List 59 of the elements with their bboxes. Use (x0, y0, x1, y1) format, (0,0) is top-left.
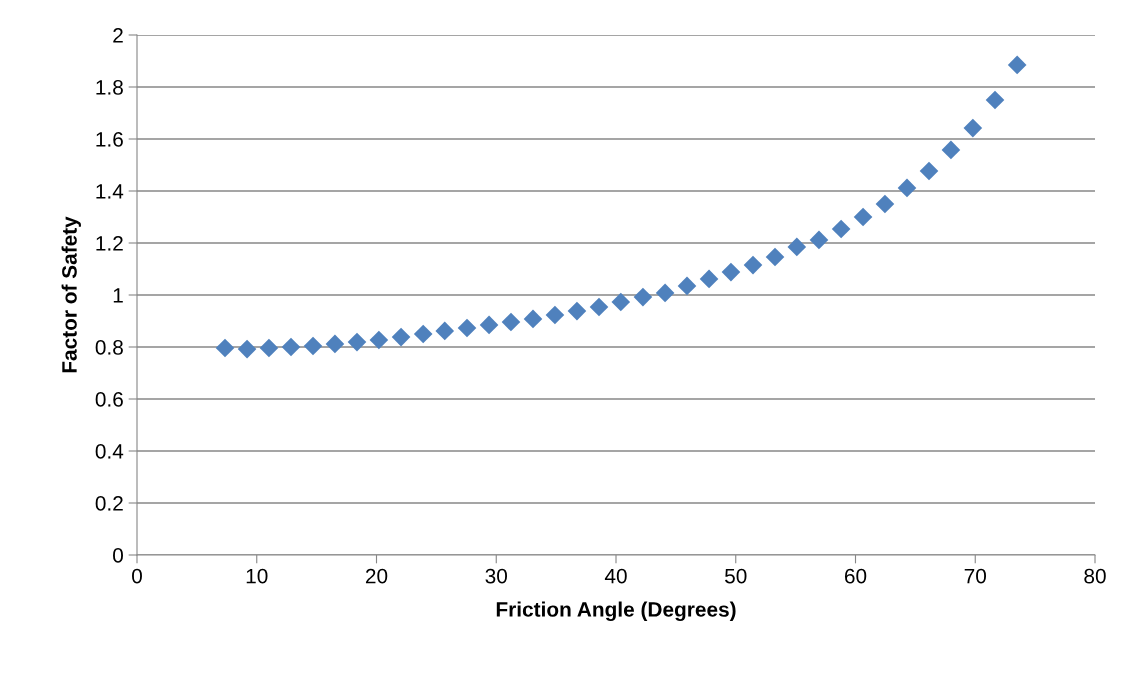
y-tick-label: 0 (113, 548, 123, 563)
point (985, 90, 1005, 110)
x-tick-label: 20 (365, 568, 388, 584)
point (633, 287, 653, 307)
point (215, 338, 235, 358)
point (765, 247, 785, 267)
point (831, 219, 851, 239)
point (413, 324, 433, 344)
point (919, 161, 939, 181)
point (347, 332, 367, 352)
point (853, 207, 873, 227)
point (1007, 55, 1027, 75)
y-tick-label: 1.4 (96, 184, 124, 199)
y-axis-title: Factor of Safety (61, 216, 81, 373)
point (787, 237, 807, 257)
point (435, 321, 455, 341)
point (875, 194, 895, 214)
y-tick-label: 1.2 (96, 236, 123, 251)
point (479, 315, 499, 335)
point (545, 305, 565, 325)
point (281, 337, 301, 357)
x-tick-label: 60 (844, 568, 867, 584)
x-tick-label: 30 (485, 568, 508, 584)
point (501, 312, 521, 332)
y-tick-label: 1.8 (96, 80, 123, 95)
point (897, 178, 917, 198)
point (941, 140, 961, 160)
point (699, 269, 719, 289)
x-tick-label: 50 (725, 568, 747, 584)
y-tick-label: 0.2 (95, 496, 123, 511)
point (655, 283, 675, 303)
y-tick-label: 0.8 (95, 340, 123, 355)
y-tick-label: 0.4 (95, 444, 124, 459)
point (589, 297, 609, 317)
y-tick-label: 1 (113, 288, 123, 303)
point (325, 334, 345, 354)
y-tick-label: 1.6 (96, 132, 123, 147)
point (611, 292, 631, 312)
point (809, 230, 829, 250)
point (369, 330, 389, 350)
point (237, 339, 257, 359)
point (677, 276, 697, 296)
point (391, 327, 411, 347)
point (721, 262, 741, 282)
point (523, 309, 543, 329)
x-tick-label: 80 (1084, 568, 1106, 584)
point (567, 301, 587, 321)
x-tick-label: 0 (132, 568, 142, 584)
y-tick-label: 0.6 (95, 392, 123, 407)
point (457, 318, 477, 338)
point (963, 118, 983, 138)
y-tick-label: 2 (113, 28, 123, 43)
point (303, 336, 323, 356)
point (743, 255, 763, 275)
x-tick-label: 40 (604, 568, 627, 584)
point (259, 338, 279, 358)
x-axis-title: Friction Angle (Degrees) (496, 601, 736, 622)
x-tick-label: 70 (964, 568, 987, 584)
x-tick-label: 10 (246, 568, 268, 584)
